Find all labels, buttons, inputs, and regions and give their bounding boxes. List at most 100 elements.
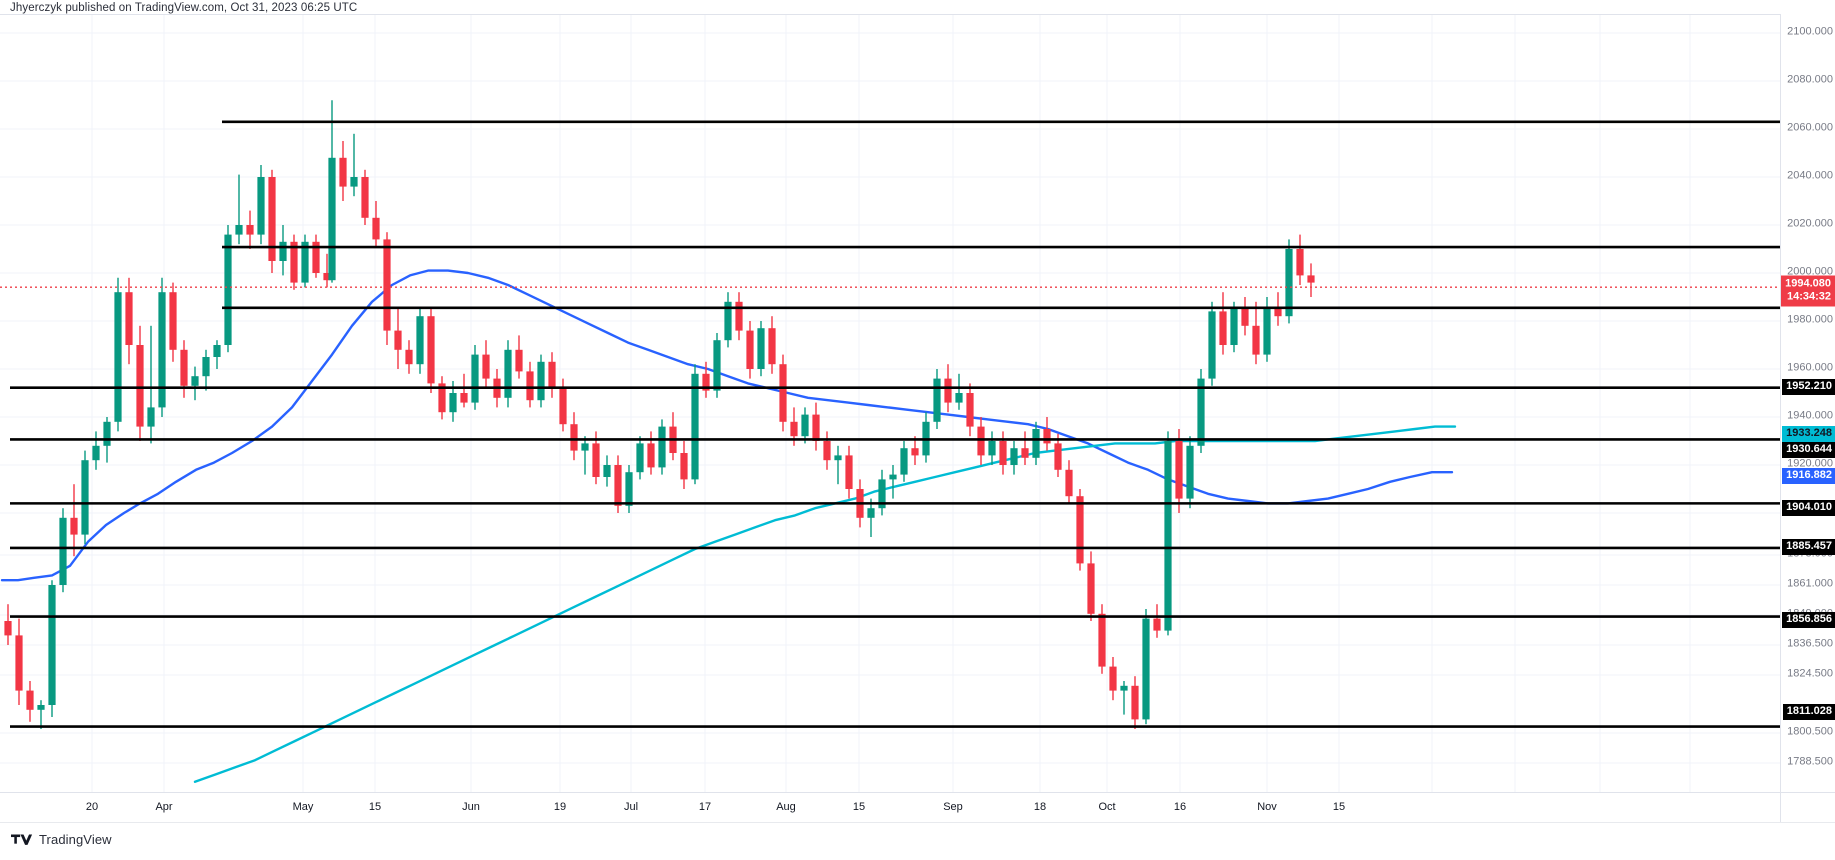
- price-label-value: 1916.882: [1786, 469, 1832, 481]
- candle-body: [1021, 448, 1029, 458]
- candle-body: [301, 241, 309, 283]
- candle-body: [988, 441, 996, 456]
- price-axis-tick: 1940.000: [1787, 409, 1833, 422]
- candle-body: [581, 443, 589, 451]
- candle-body: [1230, 309, 1238, 345]
- candle-body: [911, 448, 919, 456]
- candle-body: [592, 443, 600, 477]
- candle-body: [1032, 429, 1040, 458]
- candle-body: [625, 472, 633, 506]
- price-axis-label[interactable]: 1885.457: [1782, 539, 1835, 555]
- candle-body: [1307, 275, 1315, 283]
- candle-body: [37, 705, 45, 710]
- time-axis-tick: Oct: [1098, 801, 1116, 813]
- candle-body: [279, 241, 287, 261]
- candle-body: [768, 328, 776, 365]
- candle-body: [1263, 306, 1271, 355]
- candle-body: [1010, 448, 1018, 465]
- candle-body: [801, 414, 809, 437]
- price-axis-label[interactable]: 1904.010: [1782, 500, 1835, 516]
- price-label-value: 1885.457: [1786, 540, 1832, 552]
- candle-body: [614, 465, 622, 506]
- chart-footer: TradingView: [0, 822, 1835, 860]
- price-axis-tick: 1836.500: [1787, 637, 1833, 650]
- time-axis-tick: 20: [85, 801, 99, 813]
- candle-body: [1208, 311, 1216, 379]
- time-axis-tick: 18: [1033, 801, 1047, 813]
- candle-body: [361, 177, 369, 218]
- price-axis-tick: 1861.000: [1787, 577, 1833, 590]
- price-axis-label[interactable]: 1930.644: [1782, 442, 1835, 458]
- candle-body: [823, 441, 831, 461]
- candle-body: [15, 635, 23, 691]
- price-label-time: 14:34:32: [1786, 290, 1831, 303]
- candle-body: [504, 349, 512, 398]
- sma-line: [193, 425, 1457, 783]
- candle-body: [1142, 618, 1150, 720]
- candle-body: [1131, 685, 1139, 720]
- candle-body: [4, 621, 12, 636]
- candle-body: [867, 508, 875, 518]
- price-axis-tick: 2080.000: [1787, 73, 1833, 86]
- price-axis-tick: 1920.000: [1787, 457, 1833, 470]
- candle-body: [1274, 306, 1282, 317]
- candle-body: [339, 157, 347, 187]
- time-axis-tick: 15: [852, 801, 866, 813]
- tradingview-mark-icon: [11, 834, 33, 845]
- candle-body: [1241, 309, 1249, 326]
- candle-body: [845, 455, 853, 489]
- candle-body: [70, 517, 78, 535]
- candle-body: [537, 361, 545, 401]
- candle-body: [999, 441, 1007, 465]
- candle-body: [416, 316, 424, 365]
- price-axis[interactable]: 2100.000 2080.000 2060.000 2040.000 2020.000…: [1780, 14, 1835, 792]
- candle-body: [834, 455, 842, 461]
- candle-body: [224, 234, 232, 345]
- candle-body: [1197, 378, 1205, 446]
- time-axis-tick: Nov: [1257, 801, 1277, 813]
- candle-body: [1153, 618, 1161, 631]
- candle-body: [658, 426, 666, 468]
- candle-body: [1087, 563, 1095, 614]
- candle-body: [1054, 443, 1062, 470]
- candle-body: [103, 421, 111, 446]
- price-axis-tick: 1980.000: [1787, 313, 1833, 326]
- time-axis-tick: Aug: [776, 801, 796, 813]
- candle-body: [1175, 441, 1183, 499]
- time-axis[interactable]: 20 Apr May 15 Jun 19 Jul 17 Aug 15 Sep 18 Oct 16 Nov 15: [0, 792, 1780, 822]
- price-axis-label[interactable]: 1811.028: [1782, 704, 1835, 720]
- candle-body: [394, 330, 402, 350]
- price-label-value: 1856.856: [1786, 613, 1832, 625]
- time-axis-tick: 17: [698, 801, 712, 813]
- price-axis-label[interactable]: 1856.856: [1782, 612, 1835, 628]
- price-axis-label[interactable]: 1933.248: [1782, 426, 1835, 442]
- candle-body: [136, 345, 144, 427]
- price-axis-label[interactable]: 1916.882: [1782, 468, 1835, 484]
- candle-body: [746, 330, 754, 369]
- time-axis-tick: May: [292, 801, 314, 813]
- tradingview-logo[interactable]: TradingView: [11, 832, 112, 847]
- price-axis-tick: 2100.000: [1787, 25, 1833, 38]
- candle-body: [482, 354, 490, 379]
- candle-body: [158, 292, 166, 408]
- candle-body: [900, 448, 908, 475]
- candle-body: [169, 292, 177, 350]
- time-axis-tick: 15: [368, 801, 382, 813]
- candle-body: [125, 292, 133, 345]
- price-label-value: 1952.210: [1786, 380, 1832, 392]
- price-chart-plot-area[interactable]: [0, 14, 1780, 793]
- candle-body: [526, 371, 534, 401]
- candle-body: [603, 465, 611, 477]
- candle-body: [790, 421, 798, 437]
- price-axis-label[interactable]: 1994.080 14:34:32: [1781, 275, 1835, 307]
- time-axis-tick: 19: [553, 801, 567, 813]
- price-axis-tick: 1800.500: [1787, 725, 1833, 738]
- candle-body: [438, 383, 446, 413]
- candle-body: [202, 357, 210, 377]
- candle-body: [889, 474, 897, 480]
- candle-body: [323, 273, 331, 281]
- candle-body: [26, 690, 34, 710]
- candle-body: [191, 376, 199, 386]
- price-axis-label[interactable]: 1952.210: [1782, 379, 1835, 395]
- publish-attribution: Jhyerczyk published on TradingView.com, …: [10, 2, 358, 14]
